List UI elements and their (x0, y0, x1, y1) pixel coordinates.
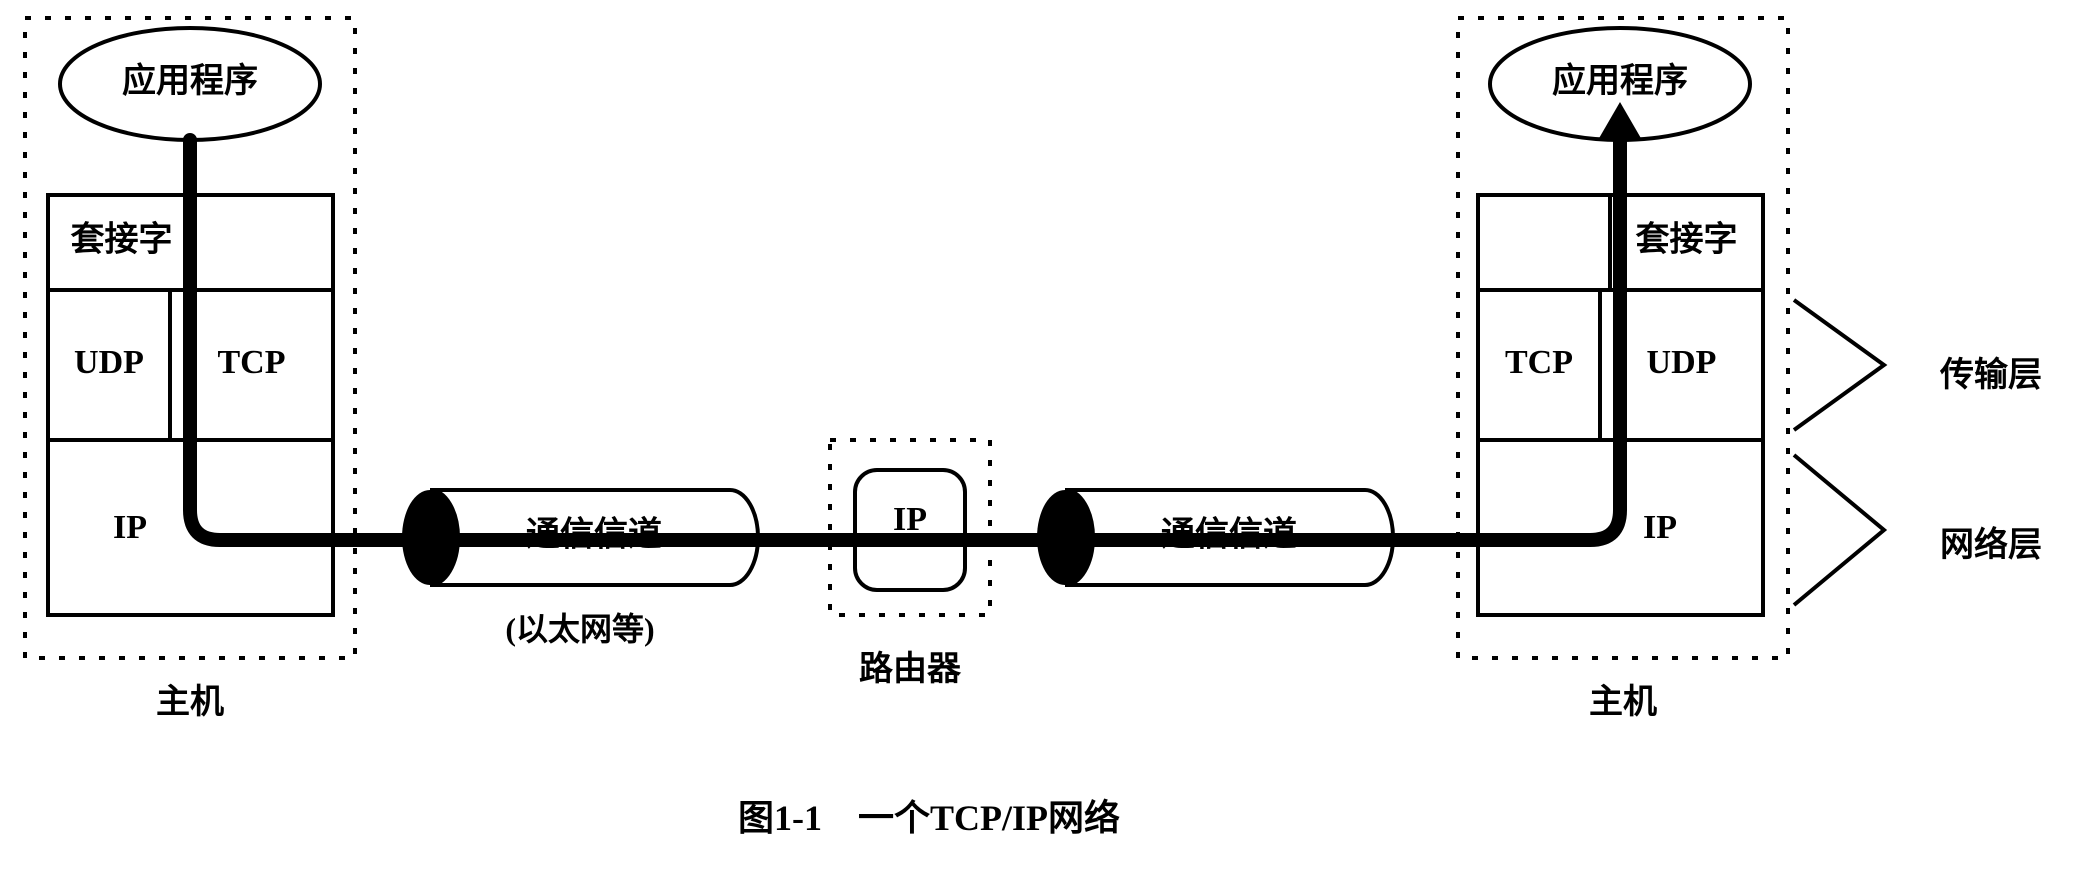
right-app-label: 应用程序 (1552, 62, 1688, 100)
left-tcp-label: TCP (218, 344, 286, 381)
right-ip-label: IP (1643, 509, 1677, 546)
figure-caption: 图1-1 一个TCP/IP网络 (738, 797, 1120, 838)
right-tcp-label: TCP (1505, 344, 1573, 381)
left-udp-label: UDP (74, 344, 144, 381)
transport-layer-label: 传输层 (1939, 356, 2042, 394)
router-caption: 路由器 (859, 650, 962, 688)
transport-layer-bracket (1794, 300, 1884, 430)
right-udp-label: UDP (1647, 344, 1717, 381)
tcp-ip-network-diagram: 应用程序 套接字 UDP TCP IP 主机 应用程序 套接字 TCP UDP … (0, 0, 2098, 896)
left-app-label: 应用程序 (122, 62, 258, 100)
left-socket-label: 套接字 (71, 220, 173, 258)
left-host-caption: 主机 (156, 683, 224, 721)
right-socket-label: 套接字 (1636, 220, 1738, 258)
network-layer-bracket (1794, 455, 1884, 605)
network-layer-label: 网络层 (1940, 525, 2042, 564)
right-host-caption: 主机 (1589, 683, 1657, 721)
left-ip-label: IP (113, 509, 147, 546)
router-ip-label: IP (893, 501, 927, 538)
left-channel-sublabel: (以太网等) (505, 611, 654, 647)
